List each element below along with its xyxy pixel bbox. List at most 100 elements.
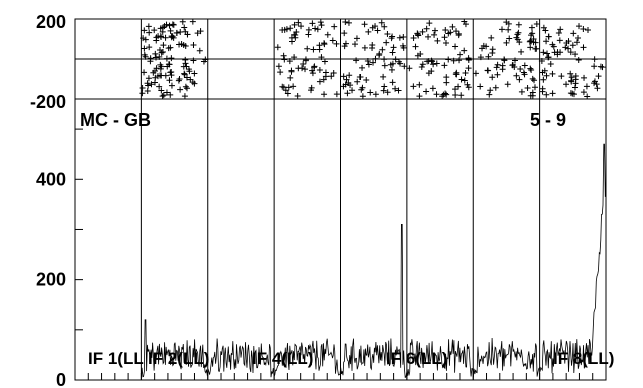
phase-point — [374, 27, 381, 34]
phase-point — [465, 84, 472, 91]
phase-point — [163, 89, 170, 96]
phase-point — [544, 50, 551, 57]
phase-point — [479, 45, 486, 52]
phase-point — [465, 55, 472, 62]
phase-point — [456, 57, 463, 64]
phase-point — [361, 21, 368, 28]
phase-point — [533, 45, 540, 52]
phase-point — [492, 84, 499, 91]
phase-point — [369, 44, 376, 51]
phase-point — [565, 45, 572, 52]
phase-point — [151, 27, 158, 34]
phase-point — [379, 46, 386, 53]
phase-point — [415, 32, 422, 39]
phase-point — [281, 56, 288, 63]
if-label: IF 8(LL) — [553, 349, 614, 368]
phase-point — [573, 39, 580, 46]
phase-point — [153, 54, 160, 61]
phase-point — [139, 90, 146, 97]
phase-point — [567, 90, 574, 97]
phase-point — [443, 74, 450, 81]
phase-point — [181, 24, 188, 31]
phase-point — [351, 41, 358, 48]
phase-point — [540, 76, 547, 83]
phase-point — [443, 79, 450, 86]
phase-point — [145, 75, 152, 82]
phase-point — [142, 53, 149, 60]
phase-point — [146, 29, 153, 36]
phase-point — [282, 87, 289, 94]
phase-point — [458, 76, 465, 83]
phase-point — [158, 63, 165, 70]
phase-point — [142, 36, 149, 43]
phase-point — [518, 88, 525, 95]
phase-point — [568, 78, 575, 85]
phase-point — [153, 65, 160, 72]
phase-point — [330, 70, 337, 77]
phase-point — [184, 31, 191, 38]
phase-point — [275, 63, 282, 70]
phase-point — [543, 38, 550, 45]
phase-point — [363, 77, 370, 84]
phase-point — [167, 44, 174, 51]
phase-point — [531, 84, 538, 91]
phase-point — [531, 77, 538, 84]
phase-point — [365, 61, 372, 68]
phase-point — [175, 77, 182, 84]
phase-point — [372, 23, 379, 30]
phase-point — [169, 33, 176, 40]
phase-point — [157, 25, 164, 32]
phase-point — [572, 72, 579, 79]
phase-point — [452, 43, 459, 50]
phase-point — [434, 37, 441, 44]
phase-point — [517, 65, 524, 72]
phase-point — [524, 84, 531, 91]
phase-point — [316, 78, 323, 85]
phase-point — [290, 83, 297, 90]
phase-point — [450, 57, 457, 64]
phase-point — [571, 84, 578, 91]
if-label: IF 2(LL) — [148, 349, 209, 368]
phase-point — [288, 34, 295, 41]
phase-point — [376, 50, 383, 57]
phase-point — [583, 83, 590, 90]
phase-point — [353, 35, 360, 42]
phase-point — [322, 73, 329, 80]
phase-point — [291, 21, 298, 28]
phase-point — [309, 70, 316, 77]
phase-point — [453, 71, 460, 78]
phase-point — [146, 44, 153, 51]
phase-point — [274, 44, 281, 51]
phase-point — [345, 19, 352, 26]
phase-point — [489, 74, 496, 81]
phase-point — [494, 61, 501, 68]
phase-point — [317, 19, 324, 26]
phase-point — [310, 46, 317, 53]
phase-point — [392, 56, 399, 63]
phase-point — [147, 55, 154, 62]
phase-point — [279, 26, 286, 33]
phase-point — [528, 24, 535, 31]
phase-point — [400, 44, 407, 51]
phase-point — [543, 72, 550, 79]
phase-point — [321, 91, 328, 98]
phase-point — [318, 22, 325, 29]
phase-point — [541, 67, 548, 74]
phase-point — [167, 69, 174, 76]
phase-point — [499, 66, 506, 73]
phase-point — [417, 50, 424, 57]
phase-point — [304, 45, 311, 52]
phase-point — [354, 78, 361, 85]
phase-point — [157, 72, 164, 79]
phase-point — [485, 53, 492, 60]
phase-point — [527, 37, 534, 44]
phase-point — [160, 92, 167, 99]
phase-point — [521, 62, 528, 69]
phase-point — [431, 31, 438, 38]
phase-point — [477, 54, 484, 61]
phase-point — [151, 79, 158, 86]
phase-point — [542, 27, 549, 34]
phase-point — [358, 86, 365, 93]
phase-point — [558, 73, 565, 80]
